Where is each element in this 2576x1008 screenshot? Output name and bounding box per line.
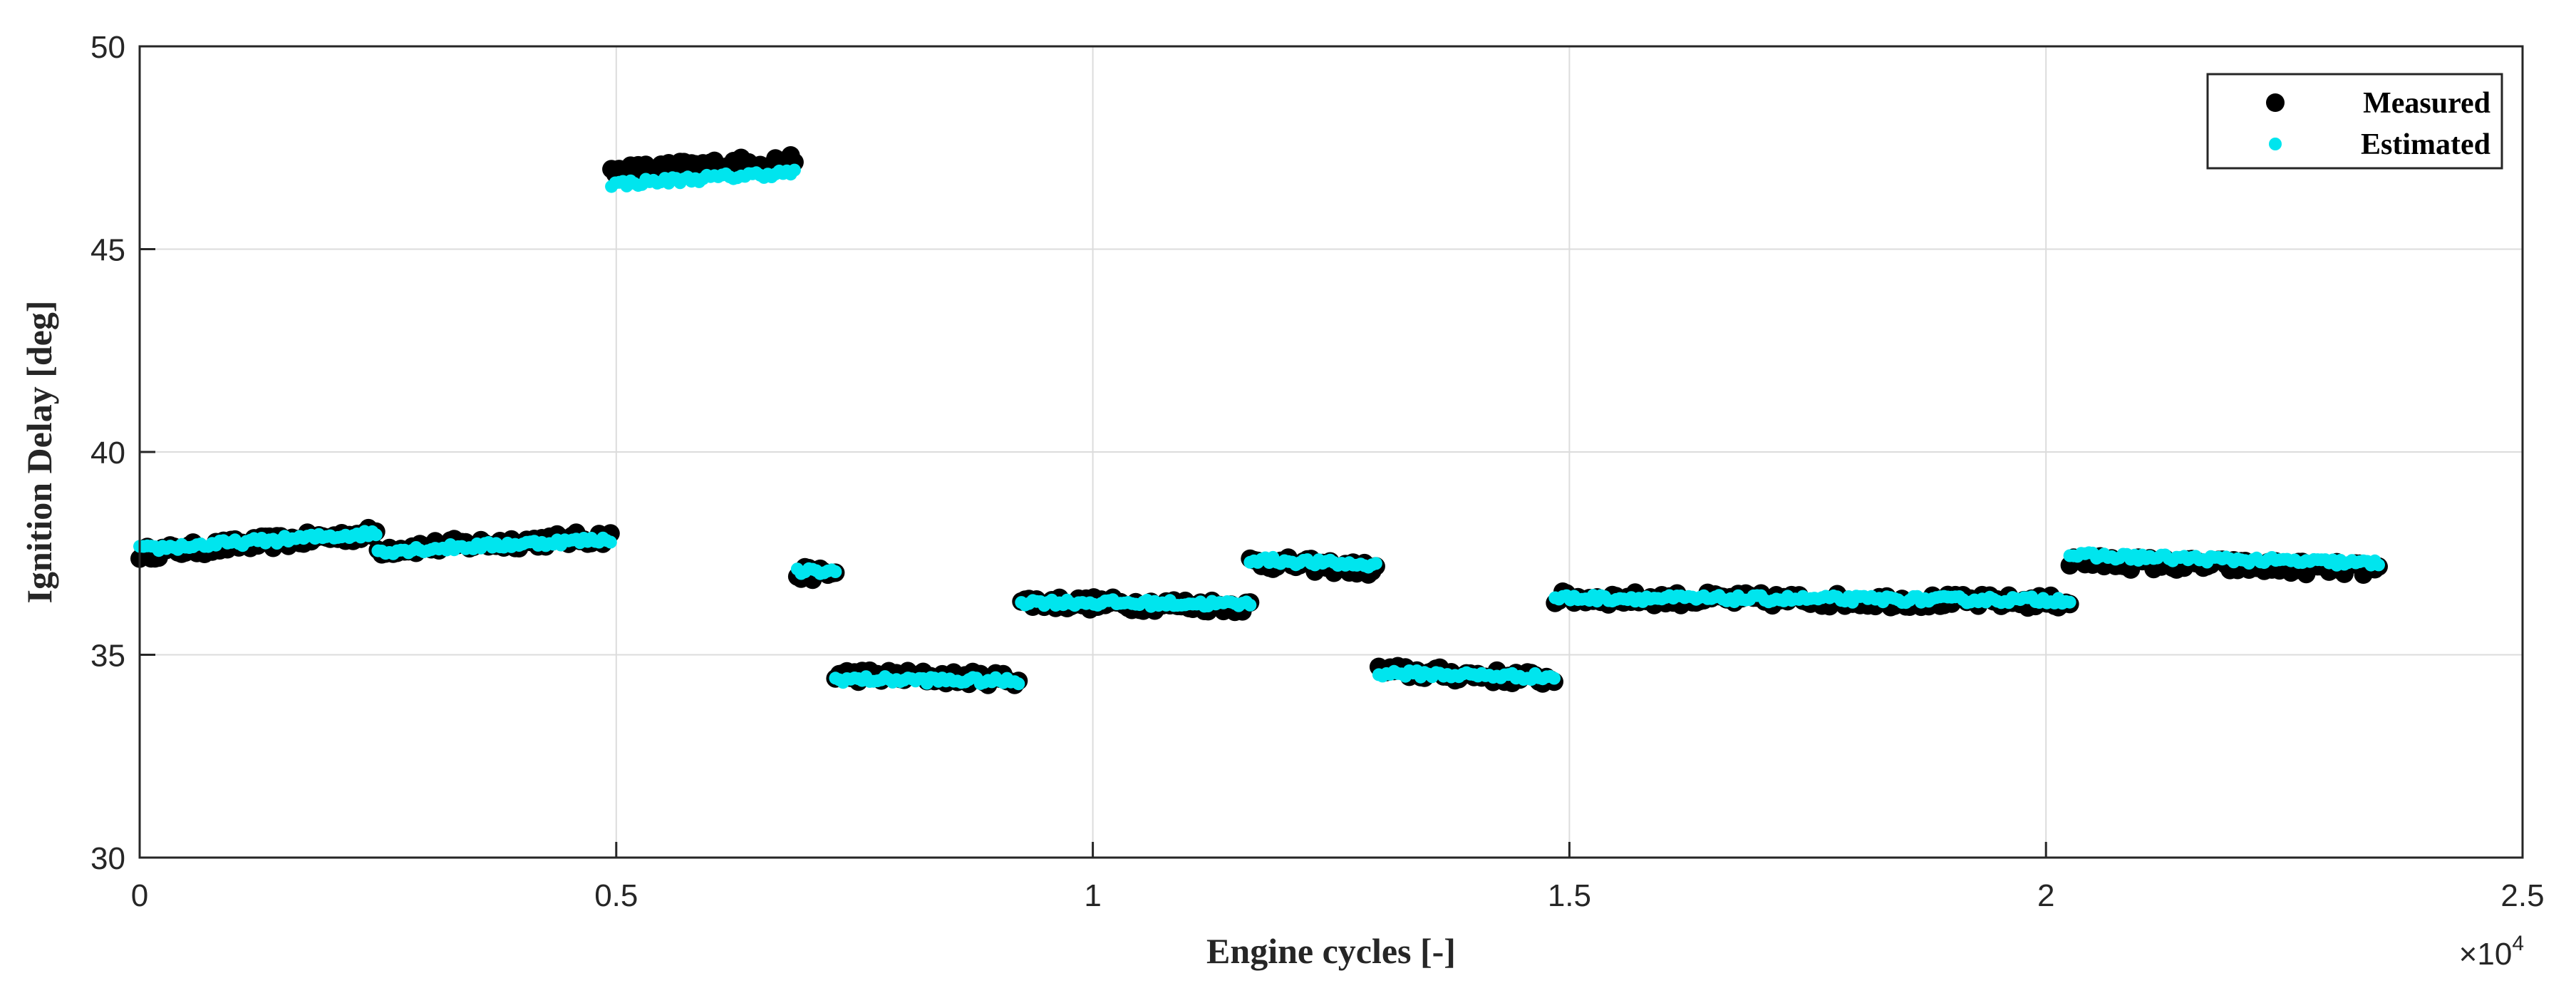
legend-box: [2206, 73, 2503, 170]
data-point: [2372, 558, 2385, 572]
legend: Measured Estimated: [2206, 73, 2503, 170]
data-point: [2063, 595, 2076, 609]
x-tick-label: 2: [2037, 878, 2054, 913]
y-axis-title: Ignition Delay [deg]: [19, 301, 59, 604]
data-point: [829, 565, 842, 578]
x-tick-label: 1: [1084, 878, 1101, 913]
x-tick-label: 1.5: [1548, 878, 1591, 913]
y-tick-label: 40: [90, 436, 125, 470]
legend-marker-estimated: [2269, 138, 2282, 150]
grid-lines: [140, 46, 2523, 858]
legend-label-estimated: Estimated: [2361, 128, 2490, 161]
legend-marker-measured: [2266, 93, 2285, 112]
y-tick-label: 45: [90, 233, 125, 268]
data-point: [369, 528, 383, 542]
data-point: [1012, 677, 1025, 691]
x-tick-label: 0.5: [594, 878, 638, 913]
y-tick-label: 35: [90, 639, 125, 674]
series-estimated: [133, 163, 2385, 691]
x-tick-label: 2.5: [2500, 878, 2544, 913]
data-point: [1369, 557, 1382, 570]
x-axis-title: Engine cycles [-]: [1206, 931, 1456, 971]
data-point: [787, 163, 801, 177]
legend-label-measured: Measured: [2363, 87, 2490, 120]
data-point: [1243, 598, 1257, 612]
data-point: [1548, 672, 1561, 685]
y-tick-label: 50: [90, 30, 125, 65]
x-axis-exponent-power: 4: [2512, 932, 2524, 955]
axis-ticks: 0 0.5 1 1.5 2 2.5 30 35 40 45 50: [90, 30, 2545, 913]
y-tick-label: 30: [90, 841, 125, 876]
x-axis-exponent-base: ×10: [2459, 937, 2513, 972]
x-axis-exponent: ×104: [2459, 932, 2524, 972]
x-tick-label: 0: [131, 878, 148, 913]
data-point: [604, 535, 617, 549]
series-layer: [130, 146, 2388, 694]
